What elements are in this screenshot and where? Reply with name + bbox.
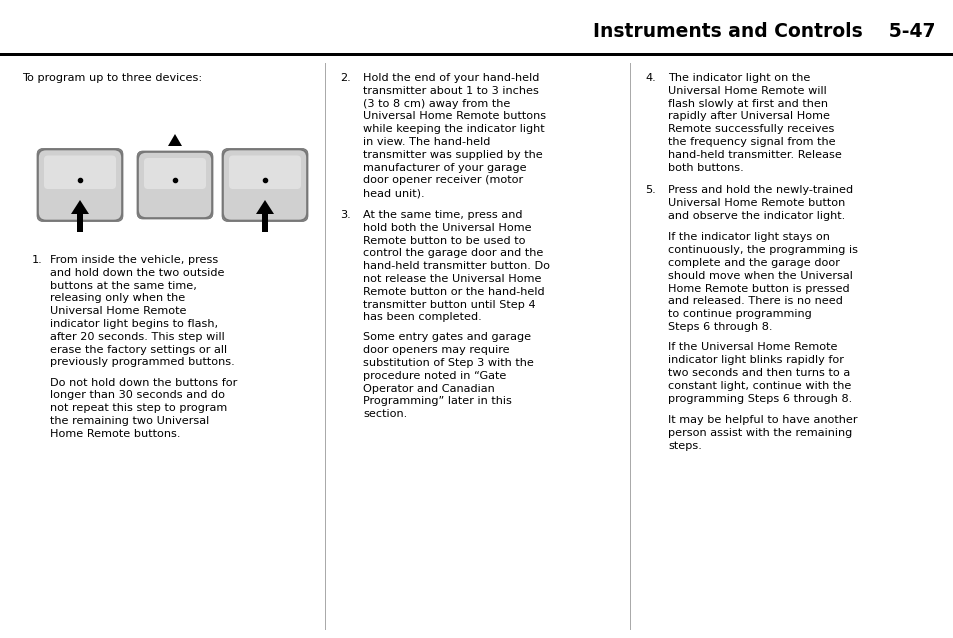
Bar [0, 0, 953, 55]
Text: 1.: 1. [32, 255, 43, 265]
Text: It may be helpful to have another
person assist with the remaining
steps.: It may be helpful to have another person… [667, 415, 857, 450]
Text: 5.: 5. [644, 185, 655, 195]
Bar [77, 214, 83, 232]
FancyBboxPatch shape [138, 152, 212, 218]
FancyBboxPatch shape [222, 149, 308, 221]
Text: If the indicator light stays on
continuously, the programming is
complete and th: If the indicator light stays on continuo… [667, 232, 857, 332]
FancyBboxPatch shape [44, 156, 116, 189]
FancyBboxPatch shape [144, 158, 206, 189]
Text: Instruments and Controls    5-47: Instruments and Controls 5-47 [593, 22, 935, 41]
Text: 2.: 2. [339, 73, 351, 83]
Text: 3.: 3. [339, 210, 351, 220]
Text: If the Universal Home Remote
indicator light blinks rapidly for
two seconds and : If the Universal Home Remote indicator l… [667, 343, 851, 404]
FancyBboxPatch shape [229, 156, 301, 189]
FancyBboxPatch shape [223, 149, 307, 221]
Text: Hold the end of your hand-held
transmitter about 1 to 3 inches
(3 to 8 cm) away : Hold the end of your hand-held transmitt… [363, 73, 545, 198]
Polygon shape [168, 134, 182, 146]
Text: 4.: 4. [644, 73, 655, 83]
Text: From inside the vehicle, press
and hold down the two outside
buttons at the same: From inside the vehicle, press and hold … [50, 255, 234, 367]
Polygon shape [255, 200, 274, 214]
Text: To program up to three devices:: To program up to three devices: [22, 73, 202, 83]
Bar [0, 53, 953, 56]
Text: Some entry gates and garage
door openers may require
substitution of Step 3 with: Some entry gates and garage door openers… [363, 332, 534, 419]
Text: Do not hold down the buttons for
longer than 30 seconds and do
not repeat this s: Do not hold down the buttons for longer … [50, 378, 237, 439]
Bar [262, 214, 268, 232]
FancyBboxPatch shape [37, 149, 123, 221]
FancyBboxPatch shape [38, 149, 122, 221]
Polygon shape [71, 200, 89, 214]
Text: Press and hold the newly-trained
Universal Home Remote button
and observe the in: Press and hold the newly-trained Univers… [667, 185, 852, 221]
Text: The indicator light on the
Universal Home Remote will
flash slowly at first and : The indicator light on the Universal Hom… [667, 73, 841, 173]
FancyBboxPatch shape [137, 151, 213, 219]
Text: At the same time, press and
hold both the Universal Home
Remote button to be use: At the same time, press and hold both th… [363, 210, 550, 322]
